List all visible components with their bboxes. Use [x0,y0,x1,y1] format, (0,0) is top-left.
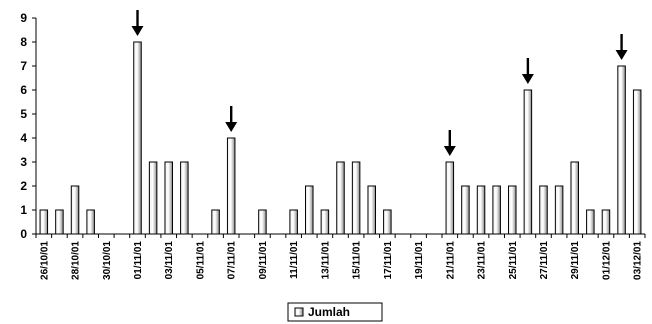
bar [226,137,236,235]
bar [305,185,314,235]
x-tick-label: 03/11/01 [164,241,175,280]
bars [39,41,642,235]
arrow-annotation [521,58,534,84]
y-tick-label: 1 [20,203,27,217]
x-tick-label: 25/11/01 [508,241,519,280]
annotations [131,10,628,156]
bar [601,209,611,235]
x-tick-label: 05/11/01 [195,241,206,280]
bar [39,209,49,235]
bar [258,209,267,235]
y-axis: 0 1 2 3 4 5 6 7 8 9 [20,11,37,241]
x-tick-label: 13/11/01 [320,241,331,280]
bar [289,209,298,235]
bar [86,209,95,235]
x-tick-label: 27/11/01 [539,241,550,280]
bar [570,161,579,235]
y-tick-label: 0 [20,227,27,241]
y-tick-label: 4 [20,131,27,145]
y-tick-label: 7 [20,59,27,73]
x-tick-label: 11/11/01 [289,241,300,279]
legend: Jumlah [287,302,383,322]
x-tick-label: 01/12/01 [601,241,612,280]
x-tick-label: 17/11/01 [383,241,394,280]
x-tick-label: 29/11/01 [570,241,581,280]
y-tick-label: 2 [20,179,27,193]
bar [55,209,64,235]
bar [180,161,189,235]
x-tick-label: 09/11/01 [258,241,269,280]
bar [320,209,330,235]
bar [351,161,361,235]
y-tick-label: 6 [20,83,27,97]
bar [133,41,142,235]
arrow-annotation [615,34,628,60]
y-tick-label: 9 [20,11,27,25]
x-tick-label: 19/11/01 [414,241,425,280]
bar [148,161,158,235]
y-tick-label: 3 [20,155,27,169]
x-tick-label: 28/10/01 [71,241,82,280]
legend-box [287,302,383,322]
bar [445,161,455,235]
legend-swatch [294,307,304,317]
x-tick-label: 15/11/01 [352,241,363,280]
bar [523,89,533,235]
bar [539,185,548,235]
bar [211,209,220,235]
x-tick-label: 23/11/01 [477,241,488,280]
legend-label: Jumlah [308,305,350,319]
x-tick-label: 01/11/01 [133,241,144,280]
bar [336,161,345,235]
x-tick-label: 07/11/01 [227,241,238,280]
x-tick-label: 26/10/01 [39,241,50,280]
bar [632,89,642,235]
arrow-annotation [225,106,238,132]
bar [367,185,376,235]
x-tick-label: 21/11/01 [445,241,456,280]
bar [164,161,173,235]
bar [70,185,80,235]
y-tick-label: 8 [20,35,27,49]
bar [586,209,595,235]
arrow-annotation [443,130,456,156]
y-tick-label: 5 [20,107,27,121]
x-tick-label: 30/10/01 [102,241,113,280]
bar [476,185,486,235]
bar [492,185,501,235]
bar [383,209,392,235]
bar [617,65,626,235]
x-axis: 26/10/01 28/10/01 30/10/01 01/11/01 03/11/01… [35,233,646,280]
arrow-annotation [131,10,144,36]
x-tick-label: 03/12/01 [633,241,644,280]
bar [554,185,564,235]
bar [508,185,517,235]
bar [461,185,470,235]
